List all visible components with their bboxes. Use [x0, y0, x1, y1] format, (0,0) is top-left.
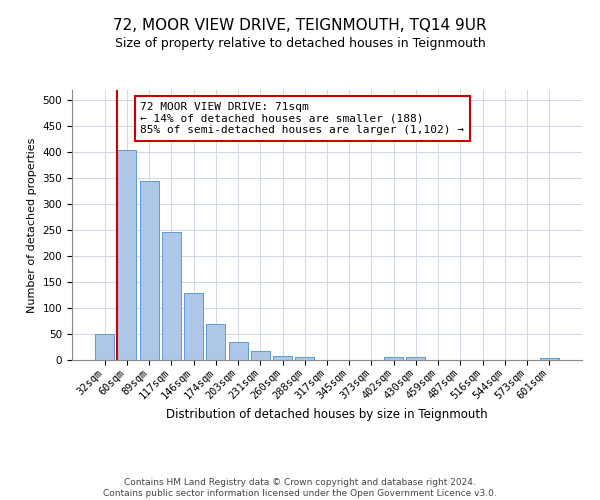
Y-axis label: Number of detached properties: Number of detached properties	[27, 138, 37, 312]
Bar	[162, 232, 181, 360]
Bar	[95, 334, 114, 360]
Bar	[540, 358, 559, 360]
Bar	[273, 356, 292, 360]
Text: 72 MOOR VIEW DRIVE: 71sqm
← 14% of detached houses are smaller (188)
85% of semi: 72 MOOR VIEW DRIVE: 71sqm ← 14% of detac…	[140, 102, 464, 135]
Bar	[295, 357, 314, 360]
Bar	[384, 357, 403, 360]
X-axis label: Distribution of detached houses by size in Teignmouth: Distribution of detached houses by size …	[166, 408, 488, 421]
Text: Size of property relative to detached houses in Teignmouth: Size of property relative to detached ho…	[115, 38, 485, 51]
Bar	[184, 292, 203, 360]
Text: Contains HM Land Registry data © Crown copyright and database right 2024.
Contai: Contains HM Land Registry data © Crown c…	[103, 478, 497, 498]
Bar	[229, 342, 248, 360]
Text: 72, MOOR VIEW DRIVE, TEIGNMOUTH, TQ14 9UR: 72, MOOR VIEW DRIVE, TEIGNMOUTH, TQ14 9U…	[113, 18, 487, 32]
Bar	[140, 181, 158, 360]
Bar	[206, 324, 225, 360]
Bar	[406, 358, 425, 360]
Bar	[251, 350, 270, 360]
Bar	[118, 150, 136, 360]
